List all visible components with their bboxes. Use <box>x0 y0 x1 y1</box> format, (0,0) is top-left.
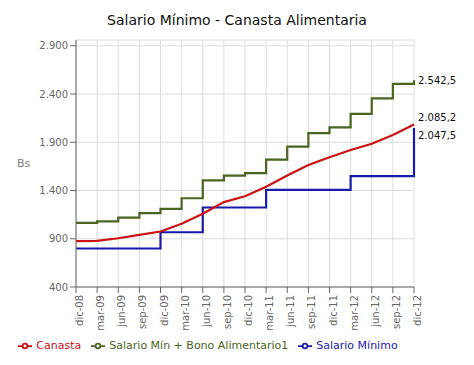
svg-text:jun-11: jun-11 <box>285 295 296 328</box>
svg-text:mar-11: mar-11 <box>264 295 275 331</box>
svg-text:dic-10: dic-10 <box>243 295 254 326</box>
svg-text:1.400: 1.400 <box>39 185 68 196</box>
svg-text:2.900: 2.900 <box>39 40 68 51</box>
svg-text:sep-09: sep-09 <box>137 295 148 329</box>
svg-text:sep-12: sep-12 <box>391 295 402 329</box>
svg-text:jun-12: jun-12 <box>370 295 381 328</box>
svg-text:sep-10: sep-10 <box>222 295 233 329</box>
svg-text:400: 400 <box>49 282 68 293</box>
svg-text:mar-12: mar-12 <box>349 295 360 331</box>
svg-text:dic-08: dic-08 <box>74 295 85 326</box>
html-text:Salario Mínimo - Canasta Alime: Salario Mínimo - Canasta Alimentaria <box>107 12 367 28</box>
svg-text:sep-11: sep-11 <box>306 295 317 329</box>
svg-text:mar-09: mar-09 <box>95 295 106 331</box>
svg-text:dic-11: dic-11 <box>328 295 339 326</box>
svg-text:Bs: Bs <box>17 157 31 170</box>
svg-text:jun-09: jun-09 <box>116 295 127 328</box>
svg-text:2.400: 2.400 <box>39 89 68 100</box>
html-text:Canasta: Canasta <box>36 339 82 352</box>
svg-text:jun-10: jun-10 <box>201 295 212 328</box>
svg-text:2.047,5: 2.047,5 <box>418 130 456 141</box>
svg-text:mar-10: mar-10 <box>180 295 191 331</box>
svg-text:dic-12: dic-12 <box>412 295 423 326</box>
svg-text:2.085,2: 2.085,2 <box>418 112 456 123</box>
html-text:Salario Mín + Bono Alimentario: Salario Mín + Bono Alimentario1 <box>109 339 289 352</box>
svg-text:dic-09: dic-09 <box>159 295 170 326</box>
svg-text:2.542,5: 2.542,5 <box>418 75 456 86</box>
svg-text:1.900: 1.900 <box>39 137 68 148</box>
html-text:Salario Mínimo: Salario Mínimo <box>316 339 398 352</box>
svg-text:900: 900 <box>49 233 68 244</box>
